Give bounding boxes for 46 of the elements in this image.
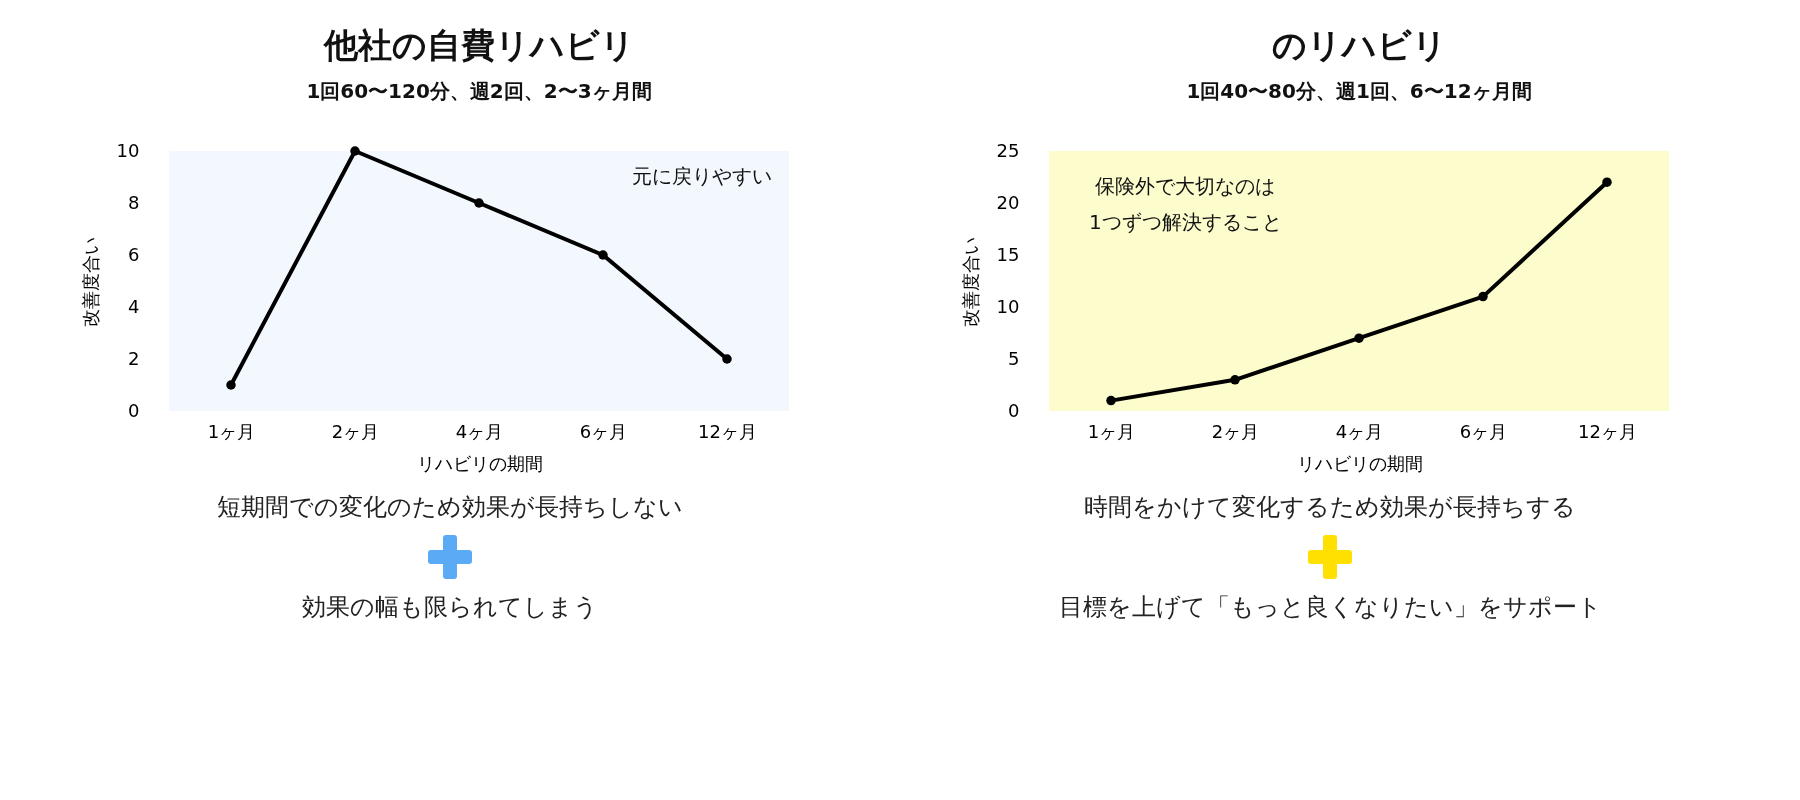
x-tick-label: 4ヶ月 — [455, 420, 503, 442]
chart-subtitle: 1回40〜80分、週1回、6〜12ヶ月間 — [1185, 79, 1532, 103]
annotation: 保険外で大切なのは 1つずつ解決すること — [1088, 174, 1282, 234]
point — [1477, 291, 1488, 302]
x-tick-label: 1ヶ月 — [207, 420, 255, 442]
y-tick-label: 20 — [996, 191, 1019, 213]
point — [1105, 395, 1116, 406]
y-tick-label: 4 — [127, 295, 139, 317]
point — [225, 380, 236, 390]
x-axis-title: リハビリの期間 — [1296, 452, 1422, 474]
x-tick-label: 1ヶ月 — [1087, 420, 1135, 442]
chart-subtitle: 1回60〜120分、週2回、2〜3ヶ月間 — [305, 79, 652, 103]
y-tick-label: 2 — [127, 347, 139, 369]
point — [597, 250, 608, 260]
point — [473, 198, 484, 208]
point — [1601, 177, 1612, 187]
text: 効果の幅も限られてしまう — [302, 592, 598, 623]
point — [1229, 375, 1240, 385]
y-tick-label: 10 — [996, 295, 1019, 317]
y-tick-label: 10 — [116, 139, 139, 161]
x-tick-label: 6ヶ月 — [1459, 420, 1507, 442]
x-tick-label: 2ヶ月 — [331, 420, 379, 442]
x-tick-label: 6ヶ月 — [579, 420, 627, 442]
annotation: 元に戻りやすい — [631, 163, 772, 188]
x-tick-label: 12ヶ月 — [1577, 420, 1637, 442]
chart-title: 他社の自費リハビリ — [322, 25, 634, 65]
y-tick-label: 0 — [1007, 399, 1019, 421]
point — [1353, 333, 1364, 343]
y-tick-label: 5 — [1007, 347, 1019, 369]
y-tick-label: 15 — [996, 243, 1019, 265]
y-tick-label: 8 — [127, 191, 139, 213]
y-tick-label: 6 — [127, 243, 139, 265]
point — [721, 354, 732, 364]
text: 短期間での変化のため効果が長持ちしない — [217, 492, 683, 523]
text: 時間をかけて変化するため効果が長持ちする — [1084, 492, 1576, 523]
chart-title: のリハビリ — [1271, 25, 1446, 65]
point — [349, 146, 360, 156]
y-axis-title: 改善度合い — [959, 236, 981, 327]
y-axis-title: 改善度合い — [79, 236, 101, 327]
y-tick-label: 25 — [996, 139, 1019, 161]
x-tick-label: 2ヶ月 — [1211, 420, 1259, 442]
y-tick-label: 0 — [127, 399, 139, 421]
x-tick-label: 12ヶ月 — [697, 420, 757, 442]
x-axis-title: リハビリの期間 — [416, 452, 542, 474]
x-tick-label: 4ヶ月 — [1335, 420, 1383, 442]
text: 目標を上げて「もっと良くなりたい」をサポート — [1058, 592, 1602, 623]
